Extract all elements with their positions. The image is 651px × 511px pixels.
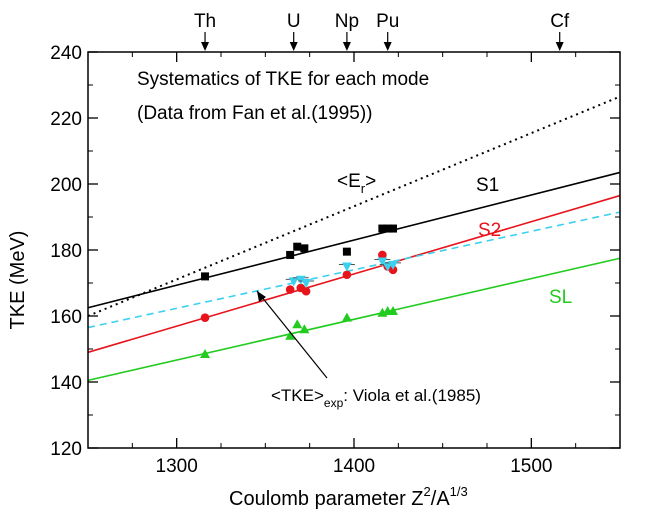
point-tkeexp (388, 260, 399, 270)
y-tick-label: 180 (50, 241, 82, 262)
point-sl (388, 306, 399, 316)
element-arrow-head (383, 42, 392, 51)
point-sl (292, 319, 303, 329)
y-tick-label: 220 (50, 109, 82, 130)
x-tick-label: 1500 (510, 456, 552, 477)
point-tkeexp (377, 257, 388, 267)
y-tick-label: 140 (50, 373, 82, 394)
x-tick-label: 1400 (333, 456, 375, 477)
y-tick-label: 200 (50, 175, 82, 196)
fit-line-sl (87, 257, 621, 382)
point-sl (341, 312, 352, 322)
point-s2 (342, 270, 352, 280)
viola-arrow-line (256, 290, 328, 379)
element-arrow-head (342, 42, 351, 51)
element-arrow-head (201, 42, 210, 51)
element-label-th: Th (194, 11, 216, 32)
er-label-main: <E (337, 171, 361, 192)
point-s2 (301, 286, 311, 296)
point-sl (200, 348, 211, 358)
x-axis-title-sup1: 2 (424, 484, 431, 499)
point-sl (299, 324, 310, 334)
s2-label: S2 (478, 220, 501, 241)
er-label: <Er> (337, 171, 376, 196)
element-arrow-head (555, 42, 564, 51)
y-tick-label: 160 (50, 307, 82, 328)
sl-label: SL (549, 287, 572, 308)
y-tick-label: 240 (50, 43, 82, 64)
element-label-cf: Cf (550, 11, 570, 32)
viola-label: <TKE>exp: Viola et al.(1985) (271, 386, 481, 410)
point-tkeexp (301, 279, 312, 288)
point-s2 (200, 313, 210, 322)
viola-label-main: <TKE> (271, 386, 324, 405)
fit-line-tkeexp (87, 211, 621, 329)
point-tkeexp (341, 262, 352, 272)
element-label-pu: Pu (376, 11, 399, 32)
fit-line-s2 (87, 194, 621, 354)
fit-lines-layer (87, 95, 621, 382)
point-s1 (383, 224, 392, 233)
x-axis-title-sup2: 1/3 (450, 484, 468, 499)
point-s1 (342, 247, 351, 256)
chart-title-line2: (Data from Fan et al.(1995)) (137, 103, 372, 124)
fit-line-er (87, 95, 621, 317)
element-label-u: U (287, 11, 301, 32)
viola-label-sub: exp (324, 396, 344, 410)
point-tkeexp (295, 275, 306, 285)
point-tkeexp (288, 277, 299, 287)
point-s1 (300, 244, 309, 253)
fit-line-s1 (87, 171, 621, 309)
x-tick-label: 1300 (156, 456, 198, 477)
point-s2 (378, 250, 387, 260)
point-s1 (201, 272, 210, 281)
y-tick-label: 120 (50, 439, 82, 460)
point-s2 (285, 285, 295, 294)
data-points-layer (200, 224, 402, 358)
element-arrow-head (289, 42, 298, 51)
element-markers-layer: Th U Np Pu Cf (194, 11, 570, 51)
point-s1 (286, 250, 295, 259)
viola-arrow-head (257, 291, 266, 302)
chart-title-line1: Systematics of TKE for each mode (137, 69, 429, 90)
er-label-close: > (365, 171, 376, 192)
point-s1 (389, 224, 398, 233)
point-s1 (293, 242, 302, 251)
x-axis-title-mid: /A (431, 488, 451, 510)
axis-ticks-layer: 120 140 160 180 200 220 240 1300 1400 1500 (50, 43, 620, 477)
point-s1 (378, 224, 387, 233)
point-sl (285, 330, 296, 340)
x-axis-title: Coulomb parameter Z2/A1/3 (229, 484, 468, 510)
y-axis-title: TKE (MeV) (7, 231, 29, 330)
element-label-np: Np (335, 11, 359, 32)
er-label-sub: r (361, 181, 366, 196)
x-axis-title-main: Coulomb parameter Z (229, 488, 424, 510)
viola-label-rest: : Viola et al.(1985) (343, 386, 481, 405)
s1-label: S1 (476, 175, 499, 196)
